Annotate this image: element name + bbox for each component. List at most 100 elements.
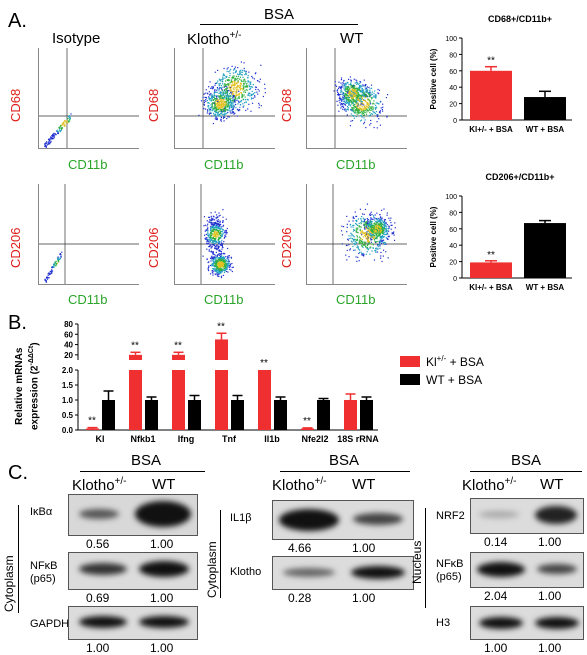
flow-event	[231, 81, 234, 83]
flow-event	[228, 257, 230, 259]
flow-event	[356, 245, 358, 247]
flow-event	[252, 83, 254, 86]
flow-event	[368, 236, 370, 239]
flow-event	[219, 264, 221, 266]
flow-event	[215, 255, 217, 257]
flow-event	[216, 111, 218, 114]
flow-event	[353, 78, 355, 80]
flow-event	[224, 110, 226, 113]
flow-event	[222, 225, 224, 228]
flow-event	[223, 97, 226, 99]
flow-event	[349, 105, 352, 107]
flow-event	[241, 93, 243, 95]
flow-event	[214, 224, 216, 227]
flow-event	[216, 259, 219, 262]
flow-event	[379, 219, 381, 221]
flow-event	[206, 239, 209, 242]
flow-event	[217, 222, 219, 225]
flow-event	[367, 237, 369, 239]
flow-event	[364, 227, 367, 229]
flow-event	[60, 129, 63, 131]
flow-event	[208, 113, 211, 115]
flow-event	[353, 117, 355, 119]
flow-event	[242, 76, 244, 78]
flow-event	[208, 250, 210, 252]
flow-event	[369, 228, 371, 230]
flow-event	[343, 84, 345, 86]
flow-event	[345, 87, 347, 90]
flow-event	[344, 108, 346, 110]
flow-event	[214, 233, 216, 235]
flow-event	[361, 238, 364, 241]
flow-event	[367, 91, 369, 93]
flow-event	[223, 257, 225, 260]
panel-b-label: B.	[8, 312, 27, 334]
nucleus-label-c3: Nucleus	[410, 540, 424, 584]
flow-event	[212, 218, 214, 220]
y-tick-label: 2.0	[62, 366, 74, 375]
xlabel-cd11b-2: CD11b	[204, 157, 244, 172]
flow-event	[386, 237, 388, 240]
bar	[301, 428, 314, 430]
flow-event	[57, 131, 59, 133]
flow-event	[366, 86, 369, 88]
flow-event	[227, 255, 229, 257]
flow-event	[374, 95, 376, 98]
flow-event	[345, 98, 347, 100]
col-title-wt: WT	[340, 30, 364, 47]
flow-event	[213, 268, 215, 270]
flow-event	[217, 223, 219, 226]
flow-event	[216, 272, 218, 274]
flow-event	[359, 208, 361, 210]
flow-event	[348, 256, 350, 258]
flow-event	[211, 97, 213, 99]
flow-event	[353, 224, 355, 226]
flow-event	[221, 110, 223, 112]
flow-event	[52, 134, 54, 136]
flow-event	[341, 225, 343, 227]
q-nrf2-wt: 1.00	[538, 535, 562, 549]
flow-event	[221, 270, 223, 272]
flow-event	[383, 241, 386, 244]
flow-event	[212, 225, 214, 227]
flow-event	[361, 240, 363, 242]
flow-event	[364, 84, 367, 87]
flow-event	[54, 264, 56, 266]
flow-event	[46, 278, 49, 280]
flow-event	[340, 77, 343, 79]
flow-event	[384, 222, 386, 224]
flow-event	[222, 83, 224, 85]
flow-event	[345, 110, 347, 112]
flow-event	[211, 265, 213, 267]
flow-event	[355, 102, 357, 104]
flow-event	[358, 100, 361, 103]
flow-event	[358, 260, 360, 262]
flow-event	[241, 87, 243, 90]
flow-event	[374, 234, 376, 237]
flow-event	[366, 251, 368, 253]
flow-event	[365, 126, 367, 129]
flow-event	[219, 271, 221, 273]
flow-event	[217, 260, 219, 262]
flow-event	[207, 93, 209, 95]
y-tick-label: 0.0	[62, 426, 74, 435]
flow-event	[372, 247, 374, 249]
flow-event	[364, 111, 366, 114]
flow-event	[340, 104, 342, 106]
flow-event	[248, 84, 250, 86]
flow-event	[348, 244, 350, 246]
flow-event	[368, 99, 371, 102]
significance-mark: **	[131, 340, 139, 351]
flow-event	[63, 121, 65, 123]
flow-event	[238, 90, 240, 93]
flow-event	[48, 140, 50, 142]
flow-event	[239, 72, 241, 74]
band	[135, 501, 191, 527]
flow-event	[226, 262, 229, 265]
flow-event	[241, 96, 244, 98]
flow-event	[225, 102, 227, 104]
flow-event	[226, 97, 228, 99]
flow-event	[217, 101, 220, 104]
flow-event	[360, 90, 363, 93]
flow-event	[350, 81, 352, 83]
